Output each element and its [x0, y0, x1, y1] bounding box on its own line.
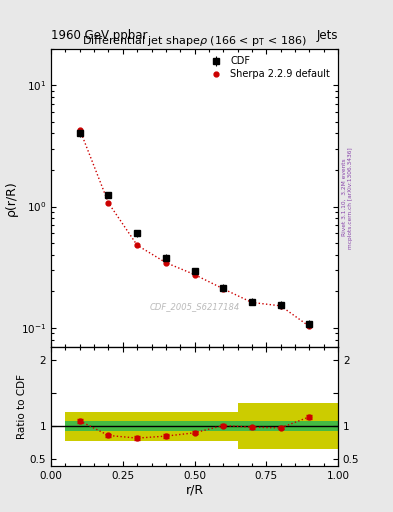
Bar: [209, 412, 237, 441]
Sherpa 2.2.9 default: [250, 300, 254, 306]
Bar: [94, 412, 123, 441]
Sherpa 2.2.9 default: [135, 242, 140, 248]
Bar: [152, 412, 180, 441]
Bar: [266, 403, 295, 450]
Bar: [180, 421, 209, 432]
Sherpa 2.2.9 default: [221, 286, 226, 292]
Title: Differential jet shape$\rho$ (166 < p$_{\rm T}$ < 186): Differential jet shape$\rho$ (166 < p$_{…: [82, 34, 307, 49]
Bar: [209, 421, 237, 432]
Sherpa 2.2.9 default: [106, 200, 111, 206]
Bar: [65, 421, 94, 432]
Text: Jets: Jets: [316, 29, 338, 42]
Sherpa 2.2.9 default: [163, 260, 168, 266]
Bar: [237, 403, 266, 450]
Text: CDF_2005_S6217184: CDF_2005_S6217184: [149, 302, 240, 311]
Bar: [295, 421, 324, 432]
Legend: CDF, Sherpa 2.2.9 default: CDF, Sherpa 2.2.9 default: [203, 53, 333, 82]
Y-axis label: Ratio to CDF: Ratio to CDF: [17, 374, 27, 439]
Bar: [123, 421, 152, 432]
Text: 1960 GeV ppbar: 1960 GeV ppbar: [51, 29, 148, 42]
Bar: [324, 421, 353, 432]
Bar: [152, 421, 180, 432]
Y-axis label: ρ(r/R): ρ(r/R): [5, 180, 18, 216]
Bar: [237, 421, 266, 432]
Sherpa 2.2.9 default: [77, 126, 82, 133]
Bar: [324, 403, 353, 450]
X-axis label: r/R: r/R: [185, 483, 204, 497]
Sherpa 2.2.9 default: [278, 303, 283, 309]
Line: Sherpa 2.2.9 default: Sherpa 2.2.9 default: [77, 127, 312, 329]
Bar: [266, 421, 295, 432]
Y-axis label: Rivet 3.1.10,  3.2M events
mcplots.cern.ch [arXiv:1306.3436]: Rivet 3.1.10, 3.2M events mcplots.cern.c…: [342, 147, 353, 248]
Sherpa 2.2.9 default: [192, 271, 197, 278]
Bar: [123, 412, 152, 441]
Bar: [180, 412, 209, 441]
Sherpa 2.2.9 default: [307, 323, 312, 329]
Bar: [94, 421, 123, 432]
Bar: [65, 412, 94, 441]
Bar: [295, 403, 324, 450]
